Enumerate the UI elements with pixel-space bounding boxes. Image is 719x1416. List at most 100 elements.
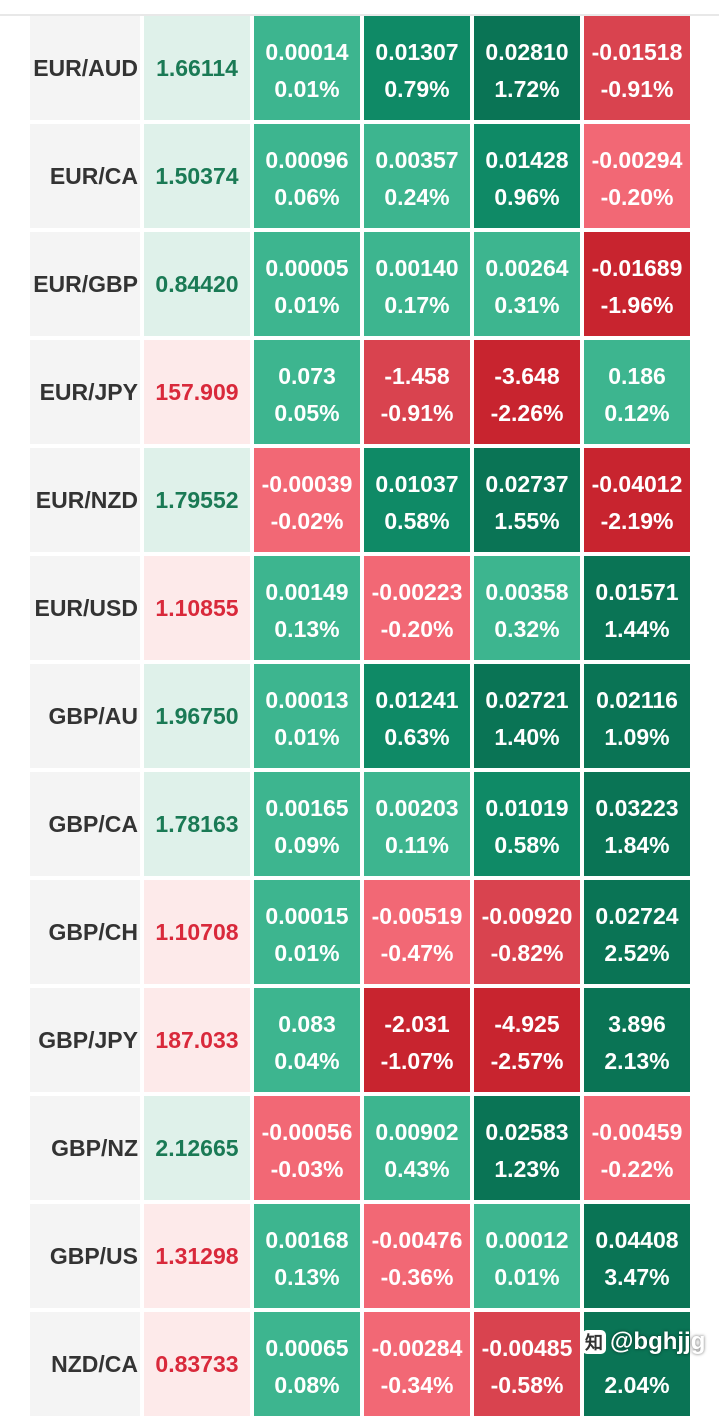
pair-symbol: GBP/CA: [30, 772, 140, 876]
change-abs: -0.00039: [261, 471, 353, 497]
pair-price: 187.033: [144, 988, 250, 1092]
change-pct: -0.47%: [380, 940, 454, 966]
change-cell: 0.01037 0.58%: [364, 448, 470, 552]
pair-symbol: EUR/USD: [30, 556, 140, 660]
change-abs: -0.00485: [481, 1335, 573, 1361]
change-pct: 1.72%: [494, 76, 560, 102]
change-cell: -4.925 -2.57%: [474, 988, 580, 1092]
pair-symbol: EUR/AUD: [30, 16, 140, 120]
table-row[interactable]: EUR/USD 1.10855 0.00149 0.13% -0.00223 -0.20%…: [30, 556, 692, 660]
change-cell: 0.03223 1.84%: [584, 772, 690, 876]
table-row[interactable]: GBP/CH 1.10708 0.00015 0.01% -0.00519 -0.47% -…: [30, 880, 692, 984]
pair-price: 1.10708: [144, 880, 250, 984]
change-abs: 0.00357: [375, 147, 459, 173]
change-cell: 0.01571 1.44%: [584, 556, 690, 660]
zhihu-logo-icon: 知: [582, 1330, 606, 1354]
change-abs: -1.458: [384, 363, 450, 389]
change-abs: 0.00015: [265, 903, 349, 929]
table-row[interactable]: GBP/NZ 2.12665 -0.00056 -0.03% 0.00902 0.43% 0…: [30, 1096, 692, 1200]
change-cell: -0.00294 -0.20%: [584, 124, 690, 228]
change-cell: 0.083 0.04%: [254, 988, 360, 1092]
table-row[interactable]: EUR/AUD 1.66114 0.00014 0.01% 0.01307 0.79% 0.…: [30, 16, 692, 120]
change-pct: -0.34%: [380, 1372, 454, 1398]
change-cell: 0.02721 1.40%: [474, 664, 580, 768]
change-pct: 1.84%: [604, 832, 670, 858]
change-abs: -0.00294: [591, 147, 683, 173]
change-pct: 0.24%: [384, 184, 450, 210]
change-cell: -0.04012 -2.19%: [584, 448, 690, 552]
change-pct: 0.13%: [274, 616, 340, 642]
change-cell: -0.00485 -0.58%: [474, 1312, 580, 1416]
change-abs: -0.04012: [591, 471, 683, 497]
change-abs: 3.896: [608, 1011, 666, 1037]
change-pct: 0.04%: [274, 1048, 340, 1074]
change-pct: 3.47%: [604, 1264, 670, 1290]
change-pct: 2.13%: [604, 1048, 670, 1074]
pair-price: 2.12665: [144, 1096, 250, 1200]
pair-symbol: EUR/GBP: [30, 232, 140, 336]
change-abs: 0.00140: [375, 255, 459, 281]
change-pct: 0.32%: [494, 616, 560, 642]
change-cell: 0.02724 2.52%: [584, 880, 690, 984]
change-cell: 0.01428 0.96%: [474, 124, 580, 228]
pair-symbol: GBP/JPY: [30, 988, 140, 1092]
change-cell: 0.186 0.12%: [584, 340, 690, 444]
change-abs: 0.02583: [485, 1119, 569, 1145]
change-abs: 0.02721: [485, 687, 569, 713]
change-abs: 0.00065: [265, 1335, 349, 1361]
table-row[interactable]: GBP/AU 1.96750 0.00013 0.01% 0.01241 0.63% 0.0…: [30, 664, 692, 768]
change-pct: -0.36%: [380, 1264, 454, 1290]
change-pct: 2.52%: [604, 940, 670, 966]
change-cell: 3.896 2.13%: [584, 988, 690, 1092]
change-cell: -0.00519 -0.47%: [364, 880, 470, 984]
change-abs: -3.648: [494, 363, 560, 389]
change-abs: 0.00168: [265, 1227, 349, 1253]
change-abs: 0.00149: [265, 579, 349, 605]
pair-symbol: GBP/US: [30, 1204, 140, 1308]
change-abs: 0.00264: [485, 255, 569, 281]
change-pct: 1.44%: [604, 616, 670, 642]
pair-symbol: EUR/NZD: [30, 448, 140, 552]
change-pct: -2.57%: [490, 1048, 564, 1074]
change-pct: -0.02%: [270, 508, 344, 534]
change-cell: 0.01307 0.79%: [364, 16, 470, 120]
change-pct: 0.43%: [384, 1156, 450, 1182]
change-pct: 2.04%: [604, 1372, 670, 1398]
change-abs: 0.00013: [265, 687, 349, 713]
watermark: 知 @bghjjg: [582, 1322, 705, 1362]
change-abs: -0.00459: [591, 1119, 683, 1145]
change-pct: 0.01%: [274, 724, 340, 750]
change-abs: -0.01518: [591, 39, 683, 65]
table-row[interactable]: EUR/JPY 157.909 0.073 0.05% -1.458 -0.91% -3.6…: [30, 340, 692, 444]
pair-price: 157.909: [144, 340, 250, 444]
change-cell: -0.00284 -0.34%: [364, 1312, 470, 1416]
change-pct: 0.08%: [274, 1372, 340, 1398]
change-abs: 0.00203: [375, 795, 459, 821]
table-row[interactable]: GBP/US 1.31298 0.00168 0.13% -0.00476 -0.36% 0…: [30, 1204, 692, 1308]
change-pct: -2.26%: [490, 400, 564, 426]
pair-symbol: GBP/NZ: [30, 1096, 140, 1200]
change-pct: 0.05%: [274, 400, 340, 426]
table-row[interactable]: EUR/GBP 0.84420 0.00005 0.01% 0.00140 0.17% 0.…: [30, 232, 692, 336]
change-cell: -0.00056 -0.03%: [254, 1096, 360, 1200]
change-pct: 0.01%: [494, 1264, 560, 1290]
change-abs: 0.01571: [595, 579, 679, 605]
change-abs: 0.01428: [485, 147, 569, 173]
table-row[interactable]: EUR/NZD 1.79552 -0.00039 -0.02% 0.01037 0.58%…: [30, 448, 692, 552]
change-cell: -0.00459 -0.22%: [584, 1096, 690, 1200]
change-pct: -0.91%: [600, 76, 674, 102]
change-abs: 0.083: [278, 1011, 336, 1037]
change-abs: -0.00223: [371, 579, 463, 605]
change-pct: 0.17%: [384, 292, 450, 318]
change-pct: 1.40%: [494, 724, 560, 750]
change-cell: 0.00168 0.13%: [254, 1204, 360, 1308]
change-cell: 0.00014 0.01%: [254, 16, 360, 120]
change-cell: 0.00065 0.08%: [254, 1312, 360, 1416]
pair-price: 1.78163: [144, 772, 250, 876]
change-pct: 1.23%: [494, 1156, 560, 1182]
table-row[interactable]: GBP/CA 1.78163 0.00165 0.09% 0.00203 0.11% 0.0…: [30, 772, 692, 876]
pair-price: 1.96750: [144, 664, 250, 768]
table-row[interactable]: GBP/JPY 187.033 0.083 0.04% -2.031 -1.07% -4.9…: [30, 988, 692, 1092]
table-row[interactable]: EUR/CA 1.50374 0.00096 0.06% 0.00357 0.24% 0.0…: [30, 124, 692, 228]
change-abs: 0.01241: [375, 687, 459, 713]
